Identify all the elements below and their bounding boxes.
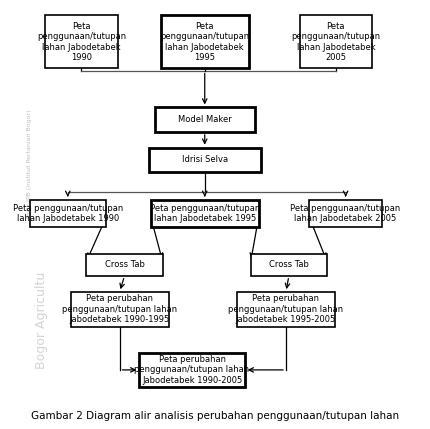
Text: Peta
penggunaan/tutupan
lahan Jabodetabek
1995: Peta penggunaan/tutupan lahan Jabodetabe…	[160, 22, 249, 62]
Text: Idrisi Selva: Idrisi Selva	[181, 155, 227, 164]
FancyBboxPatch shape	[71, 292, 168, 327]
FancyBboxPatch shape	[309, 199, 381, 227]
FancyBboxPatch shape	[45, 15, 117, 68]
FancyBboxPatch shape	[250, 254, 326, 276]
FancyBboxPatch shape	[139, 353, 244, 387]
FancyBboxPatch shape	[30, 199, 106, 227]
FancyBboxPatch shape	[154, 107, 254, 132]
Text: Peta perubahan
penggunaan/tutupan lahan
Jabodetabek 1990-1995: Peta perubahan penggunaan/tutupan lahan …	[62, 294, 177, 324]
Text: Peta perubahan
penggunaan/tutupan lahan
Jabodetabek 1995-2005: Peta perubahan penggunaan/tutupan lahan …	[228, 294, 343, 324]
Text: Peta penggunaan/tutupan
lahan Jabodetabek 2005: Peta penggunaan/tutupan lahan Jabodetabe…	[290, 204, 400, 223]
FancyBboxPatch shape	[160, 15, 248, 68]
FancyBboxPatch shape	[149, 148, 260, 172]
Text: Cross Tab: Cross Tab	[104, 260, 144, 269]
FancyBboxPatch shape	[237, 292, 334, 327]
Text: Peta
penggunaan/tutupan
lahan Jabodetabek
2005: Peta penggunaan/tutupan lahan Jabodetabe…	[291, 22, 380, 62]
Text: milik IPB (Institut Pertanian Bogor): milik IPB (Institut Pertanian Bogor)	[27, 109, 32, 218]
FancyBboxPatch shape	[86, 254, 162, 276]
FancyBboxPatch shape	[150, 199, 258, 227]
Text: Peta
penggunaan/tutupan
lahan Jabodetabek
1990: Peta penggunaan/tutupan lahan Jabodetabe…	[37, 22, 126, 62]
Text: Peta penggunaan/tutupan
lahan Jabodetabek 1990: Peta penggunaan/tutupan lahan Jabodetabe…	[12, 204, 123, 223]
Text: Cross Tab: Cross Tab	[268, 260, 308, 269]
Text: Bogor Agricultu: Bogor Agricultu	[35, 272, 48, 369]
Text: Peta penggunaan/tutupan
lahan Jabodetabek 1995: Peta penggunaan/tutupan lahan Jabodetabe…	[149, 204, 259, 223]
FancyBboxPatch shape	[299, 15, 371, 68]
Text: Gambar 2 Diagram alir analisis perubahan penggunaan/tutupan lahan: Gambar 2 Diagram alir analisis perubahan…	[31, 411, 399, 421]
Text: Peta perubahan
penggunaan/tutupan lahan
Jabodetabek 1990-2005: Peta perubahan penggunaan/tutupan lahan …	[134, 355, 249, 385]
Text: Model Maker: Model Maker	[178, 115, 231, 124]
